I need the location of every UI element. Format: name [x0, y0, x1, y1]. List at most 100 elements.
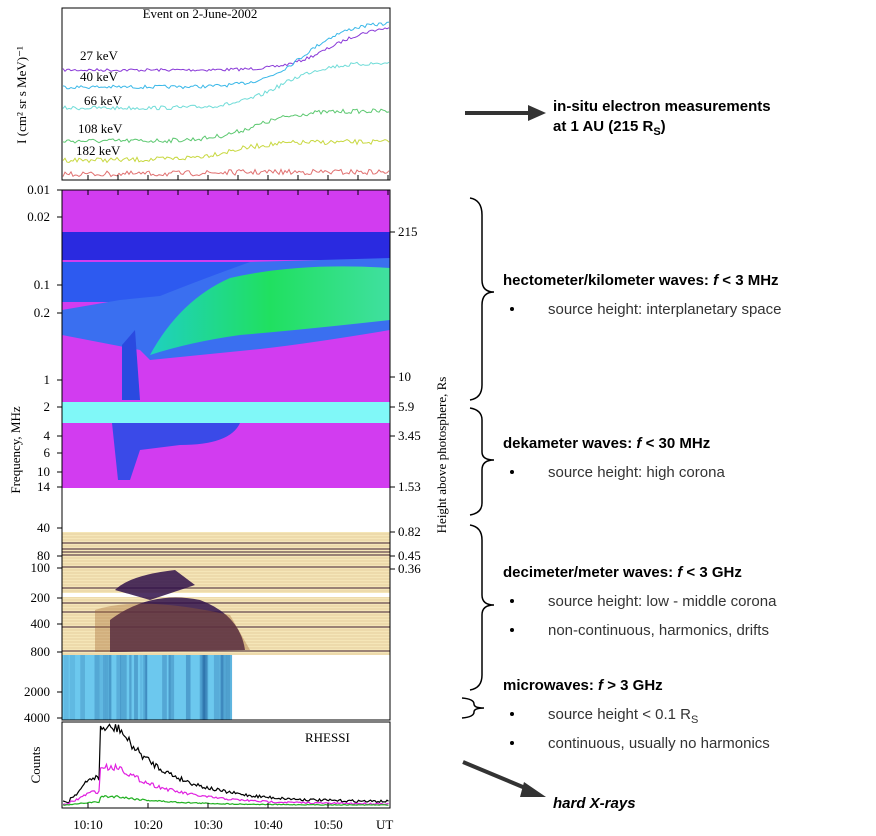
y-tick-label: 0.02 [27, 209, 50, 224]
y-tick-label: 100 [31, 560, 51, 575]
y-tick-label: 14 [37, 479, 51, 494]
arrow [462, 760, 531, 792]
deci-emission [95, 603, 250, 652]
energy-label: 108 keV [78, 121, 123, 136]
y2-tick-label: 5.9 [398, 399, 414, 414]
annotation: at 1 AU (215 RS) [553, 118, 666, 138]
flux-trace [62, 21, 390, 90]
xray-trace [62, 723, 389, 804]
text: ) [661, 118, 666, 135]
flux-trace [62, 27, 390, 73]
texture [220, 655, 227, 720]
texture [64, 655, 69, 720]
y2-tick-label: 3.45 [398, 428, 421, 443]
texture [220, 655, 223, 720]
texture [168, 655, 171, 720]
texture [129, 655, 132, 720]
texture [116, 655, 122, 720]
y-tick-label: 1 [44, 372, 51, 387]
heading-part: < 30 MHz [641, 435, 710, 452]
y-tick-label: 0.01 [27, 182, 50, 197]
hecto-band [62, 232, 390, 260]
texture [145, 655, 148, 720]
heading-part: hectometer/kilometer waves: [503, 272, 713, 289]
bullet-text: source height: interplanetary space [548, 301, 781, 318]
annotations: in-situ electron measurements at 1 AU (2… [461, 98, 771, 812]
electron-panel [61, 7, 391, 181]
x-tick-label: 10:20 [133, 817, 163, 832]
arrow-head [520, 782, 546, 797]
texture [202, 655, 206, 720]
flux-trace [62, 138, 390, 164]
y-tick-label: 40 [37, 520, 50, 535]
texture [225, 655, 231, 720]
texture [103, 655, 109, 720]
texture [162, 655, 167, 720]
bullet [510, 628, 514, 632]
y-tick-label: 4000 [24, 710, 50, 725]
texture [199, 655, 206, 720]
y2-tick-label: 215 [398, 224, 418, 239]
xray-panel [61, 721, 391, 809]
texture [80, 655, 85, 720]
y-tick-label: 0.2 [34, 305, 50, 320]
y-tick-label: 6 [44, 445, 51, 460]
heading-part: f [636, 435, 643, 452]
annotation: hard X-rays [553, 795, 636, 812]
xray-trace [62, 762, 389, 806]
texture [140, 655, 143, 720]
bullet [510, 470, 514, 474]
y-tick-label: 10 [37, 464, 50, 479]
figure-title: Event on 2-June-2002 [143, 6, 258, 21]
heading-part: f [677, 564, 684, 581]
x-tick-label: 10:30 [193, 817, 223, 832]
flux-trace [62, 61, 390, 111]
y-tick-label: 0.1 [34, 277, 50, 292]
annotation: in-situ electron measurements [553, 98, 771, 115]
energy-label: 27 keV [80, 48, 119, 63]
energy-label: 66 keV [84, 93, 123, 108]
y2-tick-label: 0.82 [398, 524, 421, 539]
brace [469, 407, 495, 516]
texture [69, 655, 76, 720]
subscript: S [653, 126, 660, 138]
y-tick-label: 2 [44, 399, 51, 414]
y-tick-label: 400 [31, 616, 51, 631]
bullet-text: source height < 0.1 RS [548, 706, 698, 726]
arrow-head [528, 105, 546, 121]
y-axis-label: I (cm² sr s MeV)⁻¹ [14, 46, 29, 144]
y-tick-label: 200 [31, 590, 51, 605]
deka-emission [112, 423, 240, 480]
heading-part: f [713, 272, 720, 289]
texture [99, 655, 106, 720]
texture [225, 655, 233, 720]
heading-part: dekameter waves: [503, 435, 636, 452]
texture [202, 655, 207, 720]
text: source height < 0.1 R [548, 706, 691, 723]
texture [203, 655, 209, 720]
y2-tick-label: 10 [398, 369, 411, 384]
heading-part: > 3 GHz [603, 677, 663, 694]
bullet-text: continuous, usually no harmonics [548, 735, 770, 752]
x-unit: UT [376, 817, 393, 832]
energy-label: 40 keV [80, 69, 119, 84]
bullet [510, 712, 514, 716]
heading-part: f [598, 677, 605, 694]
x-tick-label: 10:10 [73, 817, 103, 832]
texture [134, 655, 138, 720]
section-heading: microwaves: f > 3 GHz [503, 677, 663, 694]
texture [105, 655, 112, 720]
flux-trace [62, 108, 390, 144]
brace [469, 197, 495, 401]
deci-emission [110, 570, 245, 652]
texture [221, 655, 224, 720]
text: at 1 AU (215 R [553, 118, 653, 135]
bullet-text: non-continuous, harmonics, drifts [548, 622, 769, 639]
y-tick-label: 80 [37, 548, 50, 563]
x-tick-label: 10:50 [313, 817, 343, 832]
section-heading: decimeter/meter waves: f < 3 GHz [503, 564, 742, 581]
subscript: S [691, 714, 698, 726]
bullet-text: source height: high corona [548, 464, 725, 481]
texture [120, 655, 127, 720]
brace [469, 524, 495, 691]
